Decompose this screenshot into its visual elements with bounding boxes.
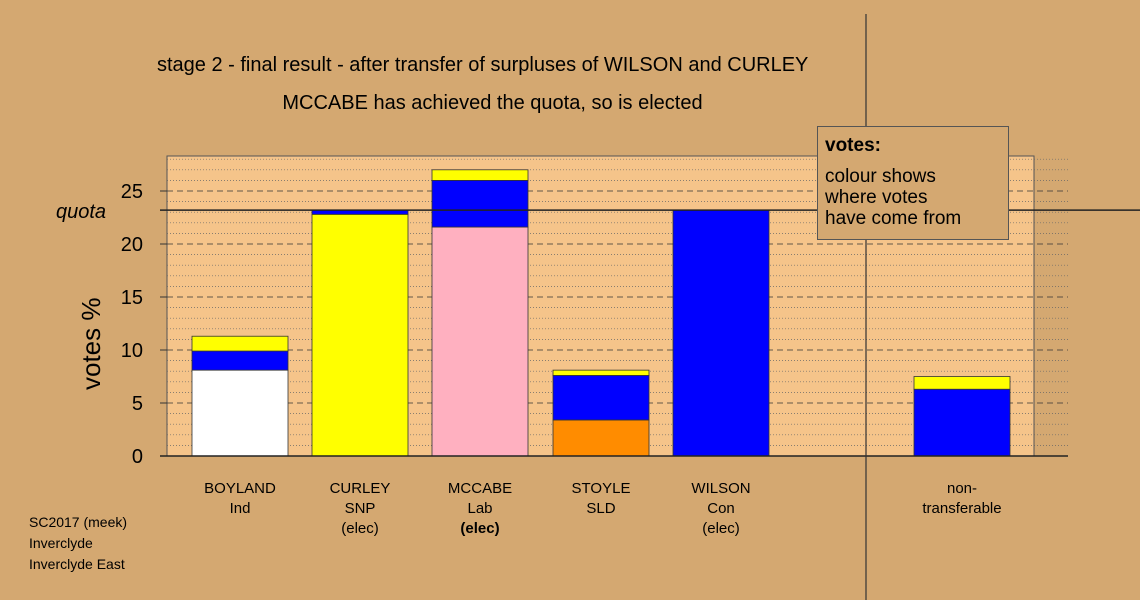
chart-subtitle: MCCABE has achieved the quota, so is ele…: [282, 92, 703, 114]
bar-segment: [672, 209, 770, 457]
footer-line: SC2017 (meek): [29, 514, 128, 530]
footer-line: Inverclyde East: [29, 556, 125, 572]
bar-segment: [431, 169, 529, 181]
candidate-name: BOYLAND: [204, 480, 276, 497]
category-label-wilson: WILSON Con (elec): [656, 479, 786, 539]
footer-line: Inverclyde: [29, 535, 93, 551]
y-tick-label: 5: [132, 393, 143, 415]
category-label-stoyle: STOYLE SLD: [536, 479, 666, 519]
y-axis-label: votes %: [76, 297, 106, 391]
y-tick-label: 10: [121, 340, 143, 362]
bar-segment: [191, 335, 289, 352]
category-subname: transferable: [922, 500, 1002, 517]
bar-segment: [311, 213, 409, 457]
candidate-status: (elec): [460, 520, 500, 537]
candidate-party: Ind: [229, 500, 251, 517]
bar-segment: [913, 376, 1011, 390]
candidate-party: Lab: [467, 500, 493, 517]
category-label-non-transferable: non- transferable: [897, 479, 1027, 519]
bar-segment: [431, 179, 529, 228]
bar-segment: [552, 369, 650, 376]
legend-box: votes: colour shows where votes have com…: [817, 126, 1009, 240]
y-tick-label: 0: [132, 446, 143, 468]
category-name: non-: [946, 480, 978, 497]
legend-line: have come from: [825, 208, 962, 229]
category-label-curley: CURLEY SNP (elec): [295, 479, 425, 539]
legend-title: votes:: [825, 135, 881, 156]
bar-segment: [191, 350, 289, 371]
y-tick-label: 25: [121, 181, 143, 203]
quota-label: quota: [56, 201, 107, 223]
bar-segment: [913, 388, 1011, 457]
candidate-party: SLD: [586, 500, 616, 517]
bar-segment: [552, 375, 650, 421]
y-tick-label: 15: [121, 287, 143, 309]
category-label-boyland: BOYLAND Ind: [175, 479, 305, 519]
candidate-status: (elec): [341, 520, 379, 537]
bar-segment: [431, 226, 529, 457]
bar-segment: [552, 419, 650, 457]
candidate-name: STOYLE: [571, 480, 631, 497]
candidate-name: CURLEY: [329, 480, 391, 497]
chart-title: stage 2 - final result - after transfer …: [157, 54, 809, 76]
candidate-name: MCCABE: [447, 480, 513, 497]
candidate-status: (elec): [702, 520, 740, 537]
candidate-name: WILSON: [691, 480, 751, 497]
legend-line: colour shows: [825, 166, 936, 187]
legend-line: where votes: [825, 187, 928, 208]
footer-info: SC2017 (meek) Inverclyde Inverclyde East: [29, 512, 127, 575]
candidate-party: SNP: [344, 500, 376, 517]
bar-segment: [191, 369, 289, 457]
candidate-party: Con: [707, 500, 735, 517]
category-label-mccabe: MCCABE Lab (elec): [415, 479, 545, 539]
y-tick-label: 20: [121, 234, 143, 256]
